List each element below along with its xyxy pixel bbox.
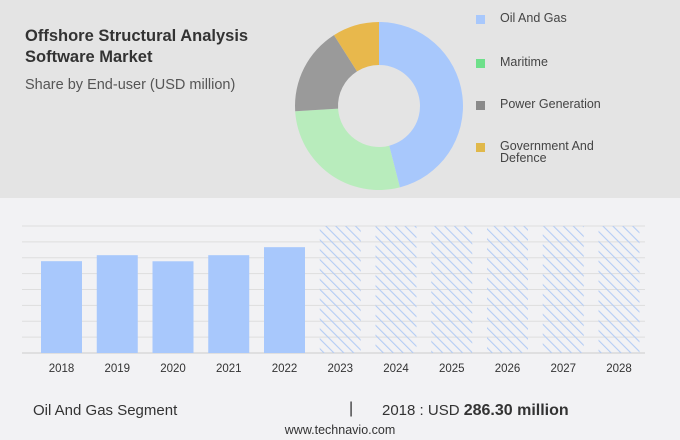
site-url: www.technavio.com	[284, 423, 396, 437]
bar-2022	[264, 247, 305, 353]
x-tick-label: 2026	[495, 363, 521, 375]
donut-slice-oil-and-gas	[379, 22, 463, 188]
legend-swatch	[476, 143, 485, 152]
value-text: 286.30 million	[463, 402, 569, 419]
legend-item-power: Power Generation	[476, 98, 666, 126]
legend-label: Power Generation	[500, 97, 601, 111]
legend-item-government: Government And Defence	[476, 140, 666, 168]
segment-label: Oil And Gas Segment	[33, 402, 178, 419]
x-tick-label: 2019	[104, 363, 130, 375]
bar-2019	[96, 255, 138, 353]
legend-label: Oil And Gas	[500, 11, 567, 25]
segment-value: 2018 : USD 286.30 million	[382, 402, 569, 420]
legend-item-oil-gas: Oil And Gas	[476, 12, 666, 40]
x-tick-label: 2018	[49, 363, 75, 375]
forecast-bar-2028	[598, 226, 640, 353]
year-label: 2018 : USD	[382, 402, 460, 419]
forecast-bar-2023	[319, 226, 361, 353]
x-tick-label: 2028	[606, 363, 632, 375]
legend: Oil And Gas Maritime Power Generation Go…	[476, 12, 676, 172]
legend-label: Government And Defence	[500, 139, 594, 165]
forecast-bar-2026	[487, 226, 528, 353]
chart-subtitle: Share by End-user (USD million)	[25, 77, 236, 93]
legend-label: Maritime	[500, 55, 548, 69]
donut-slice-government-and-defence	[333, 22, 379, 72]
forecast-bar-2025	[431, 226, 473, 353]
chart-title: Offshore Structural Analysis Software Ma…	[25, 27, 249, 66]
bar-2021	[208, 255, 250, 353]
legend-swatch	[476, 101, 485, 110]
donut-slice-maritime	[295, 108, 400, 191]
bar-2020	[152, 261, 194, 353]
x-tick-label: 2025	[439, 363, 465, 375]
separator: |	[349, 400, 354, 417]
legend-swatch	[476, 15, 485, 24]
x-tick-label: 2020	[160, 363, 186, 375]
donut-slice-power-generation	[294, 35, 358, 112]
x-tick-label: 2021	[216, 363, 242, 375]
x-tick-label: 2024	[383, 363, 409, 375]
legend-item-maritime: Maritime	[476, 56, 666, 84]
forecast-bar-2024	[375, 226, 417, 353]
x-tick-label: 2023	[327, 363, 353, 375]
forecast-bar-2027	[542, 226, 584, 353]
x-tick-label: 2027	[550, 363, 576, 375]
legend-swatch	[476, 59, 485, 68]
x-tick-label: 2022	[272, 363, 298, 375]
bar-2018	[41, 261, 82, 353]
